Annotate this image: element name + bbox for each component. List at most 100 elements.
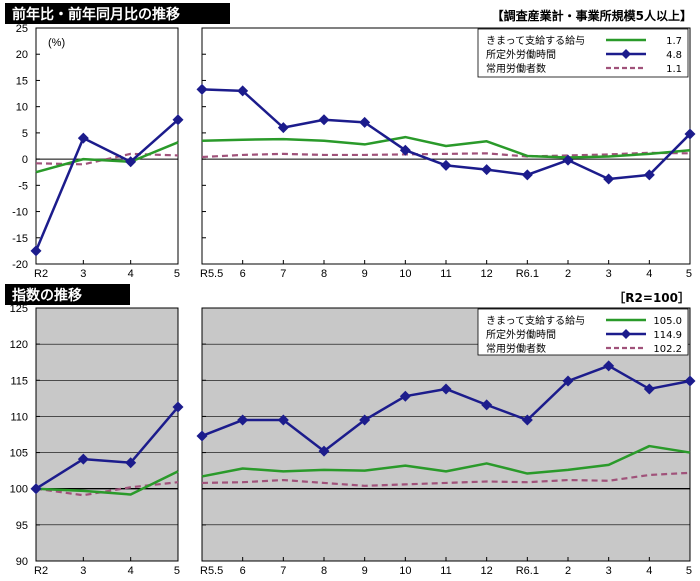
x-tick-label: 10 xyxy=(399,268,411,280)
legend-value-hours: 4.8 xyxy=(666,50,682,61)
data-point-hours xyxy=(399,390,411,402)
y-tick-label: 10 xyxy=(16,102,28,114)
y-tick-label: 110 xyxy=(10,411,28,423)
x-tick-label: 5 xyxy=(174,268,180,280)
data-point-hours xyxy=(359,414,371,426)
data-point-hours xyxy=(125,156,137,168)
x-tick-label: R5.5 xyxy=(200,565,223,577)
y-tick-label: 20 xyxy=(16,49,28,61)
y-tick-label: 120 xyxy=(10,339,28,351)
chart-2-panel-1: R2 3 4 5 xyxy=(30,307,184,577)
chart1-title: 前年比・前年同月比の推移 xyxy=(12,6,180,23)
x-tick-label: 8 xyxy=(321,565,327,577)
legend-label-employment: 常用労働者数 xyxy=(486,62,546,75)
series-line-wage xyxy=(35,470,179,496)
y-tick-label: -10 xyxy=(12,207,28,219)
x-tick-label: R6.1 xyxy=(516,565,539,577)
plot-area xyxy=(35,27,179,265)
series-line-hours xyxy=(34,118,179,252)
data-point-hours xyxy=(481,164,493,176)
x-tick-label: 4 xyxy=(646,268,652,280)
y-tick-label: 125 xyxy=(10,303,28,315)
legend-marker-hours xyxy=(621,329,631,339)
series-line-employment xyxy=(201,151,691,159)
x-tick-label: 2 xyxy=(565,268,571,280)
x-tick-label: 10 xyxy=(399,565,411,577)
legend-value-wage: 1.7 xyxy=(666,36,682,47)
legend-label-hours: 所定外労働時間 xyxy=(486,328,556,341)
x-tick-label: R2 xyxy=(34,268,48,280)
legend-box xyxy=(477,28,689,78)
legend-value-employment: 102.2 xyxy=(653,344,682,355)
data-point-hours xyxy=(684,128,696,140)
x-tick-label: 6 xyxy=(240,565,246,577)
data-point-hours xyxy=(196,83,208,95)
plot-area xyxy=(35,307,179,562)
data-point-hours xyxy=(603,173,615,185)
chart-1-panel-1: R2 3 4 5 xyxy=(30,27,184,280)
data-point-hours xyxy=(277,122,289,134)
x-tick-label: 3 xyxy=(606,268,612,280)
y-tick-label: 115 xyxy=(10,375,28,387)
x-tick-label: 11 xyxy=(440,268,451,280)
data-point-hours xyxy=(684,375,696,387)
data-point-hours xyxy=(77,132,89,144)
data-point-hours xyxy=(399,144,411,156)
y-tick-label: 95 xyxy=(16,520,28,532)
chart2-title: 指数の推移 xyxy=(12,287,82,304)
legend-label-hours: 所定外労働時間 xyxy=(486,48,556,61)
data-point-hours xyxy=(30,483,42,495)
y-tick-label: 15 xyxy=(16,75,28,87)
x-tick-label: 7 xyxy=(280,565,286,577)
x-tick-label: 9 xyxy=(362,565,368,577)
data-point-hours xyxy=(172,114,184,126)
chart1-title-banner xyxy=(5,3,230,24)
x-tick-label: 2 xyxy=(565,565,571,577)
series-line-wage xyxy=(201,444,691,478)
series-line-wage xyxy=(35,141,179,174)
data-point-hours xyxy=(318,445,330,457)
x-tick-label: 9 xyxy=(362,268,368,280)
chart2-note: ［R2=100］ xyxy=(613,290,690,305)
y-tick-label: 105 xyxy=(10,448,28,460)
y-tick-label: 90 xyxy=(16,556,28,568)
series-line-hours xyxy=(35,406,179,490)
data-point-hours xyxy=(440,383,452,395)
unit-label: (%) xyxy=(48,37,65,49)
x-tick-label: 3 xyxy=(80,268,86,280)
data-point-hours xyxy=(481,399,493,411)
chart-1-panel-2: R5.5 6 7 8 9 10 11 12 R6.1 2 3 4 5 xyxy=(196,27,696,280)
data-point-hours xyxy=(643,383,655,395)
legend-marker-hours xyxy=(621,49,631,59)
x-tick-label: 6 xyxy=(240,268,246,280)
data-point-hours xyxy=(77,453,89,465)
legend-value-hours: 114.9 xyxy=(653,330,682,341)
legend-2: きまって支給する給与 105.0 所定外労働時間 114.9 常用労働者数 102.2 xyxy=(477,308,689,356)
series-line-employment xyxy=(35,152,179,166)
data-point-hours xyxy=(125,457,137,469)
legend-box xyxy=(477,308,689,356)
data-point-hours xyxy=(30,245,42,257)
data-point-hours xyxy=(318,114,330,126)
chart2-title-banner xyxy=(5,284,130,305)
legend-label-employment: 常用労働者数 xyxy=(486,342,546,355)
y-tick-label: -15 xyxy=(12,233,28,245)
y-tick-label: 0 xyxy=(22,154,28,166)
x-tick-label: 3 xyxy=(80,565,86,577)
legend-1: きまって支給する給与 1.7 所定外労働時間 4.8 常用労働者数 1.1 xyxy=(477,28,689,78)
data-point-hours xyxy=(643,169,655,181)
data-point-hours xyxy=(237,85,249,97)
x-tick-label: 7 xyxy=(280,268,286,280)
y-tick-label: 25 xyxy=(16,23,28,35)
x-tick-label: R2 xyxy=(34,565,48,577)
data-point-hours xyxy=(172,401,184,413)
data-point-hours xyxy=(521,169,533,181)
y-tick-label: -5 xyxy=(18,180,28,192)
data-point-hours xyxy=(277,414,289,426)
x-tick-label: 5 xyxy=(174,565,180,577)
series-line-wage xyxy=(201,135,691,159)
